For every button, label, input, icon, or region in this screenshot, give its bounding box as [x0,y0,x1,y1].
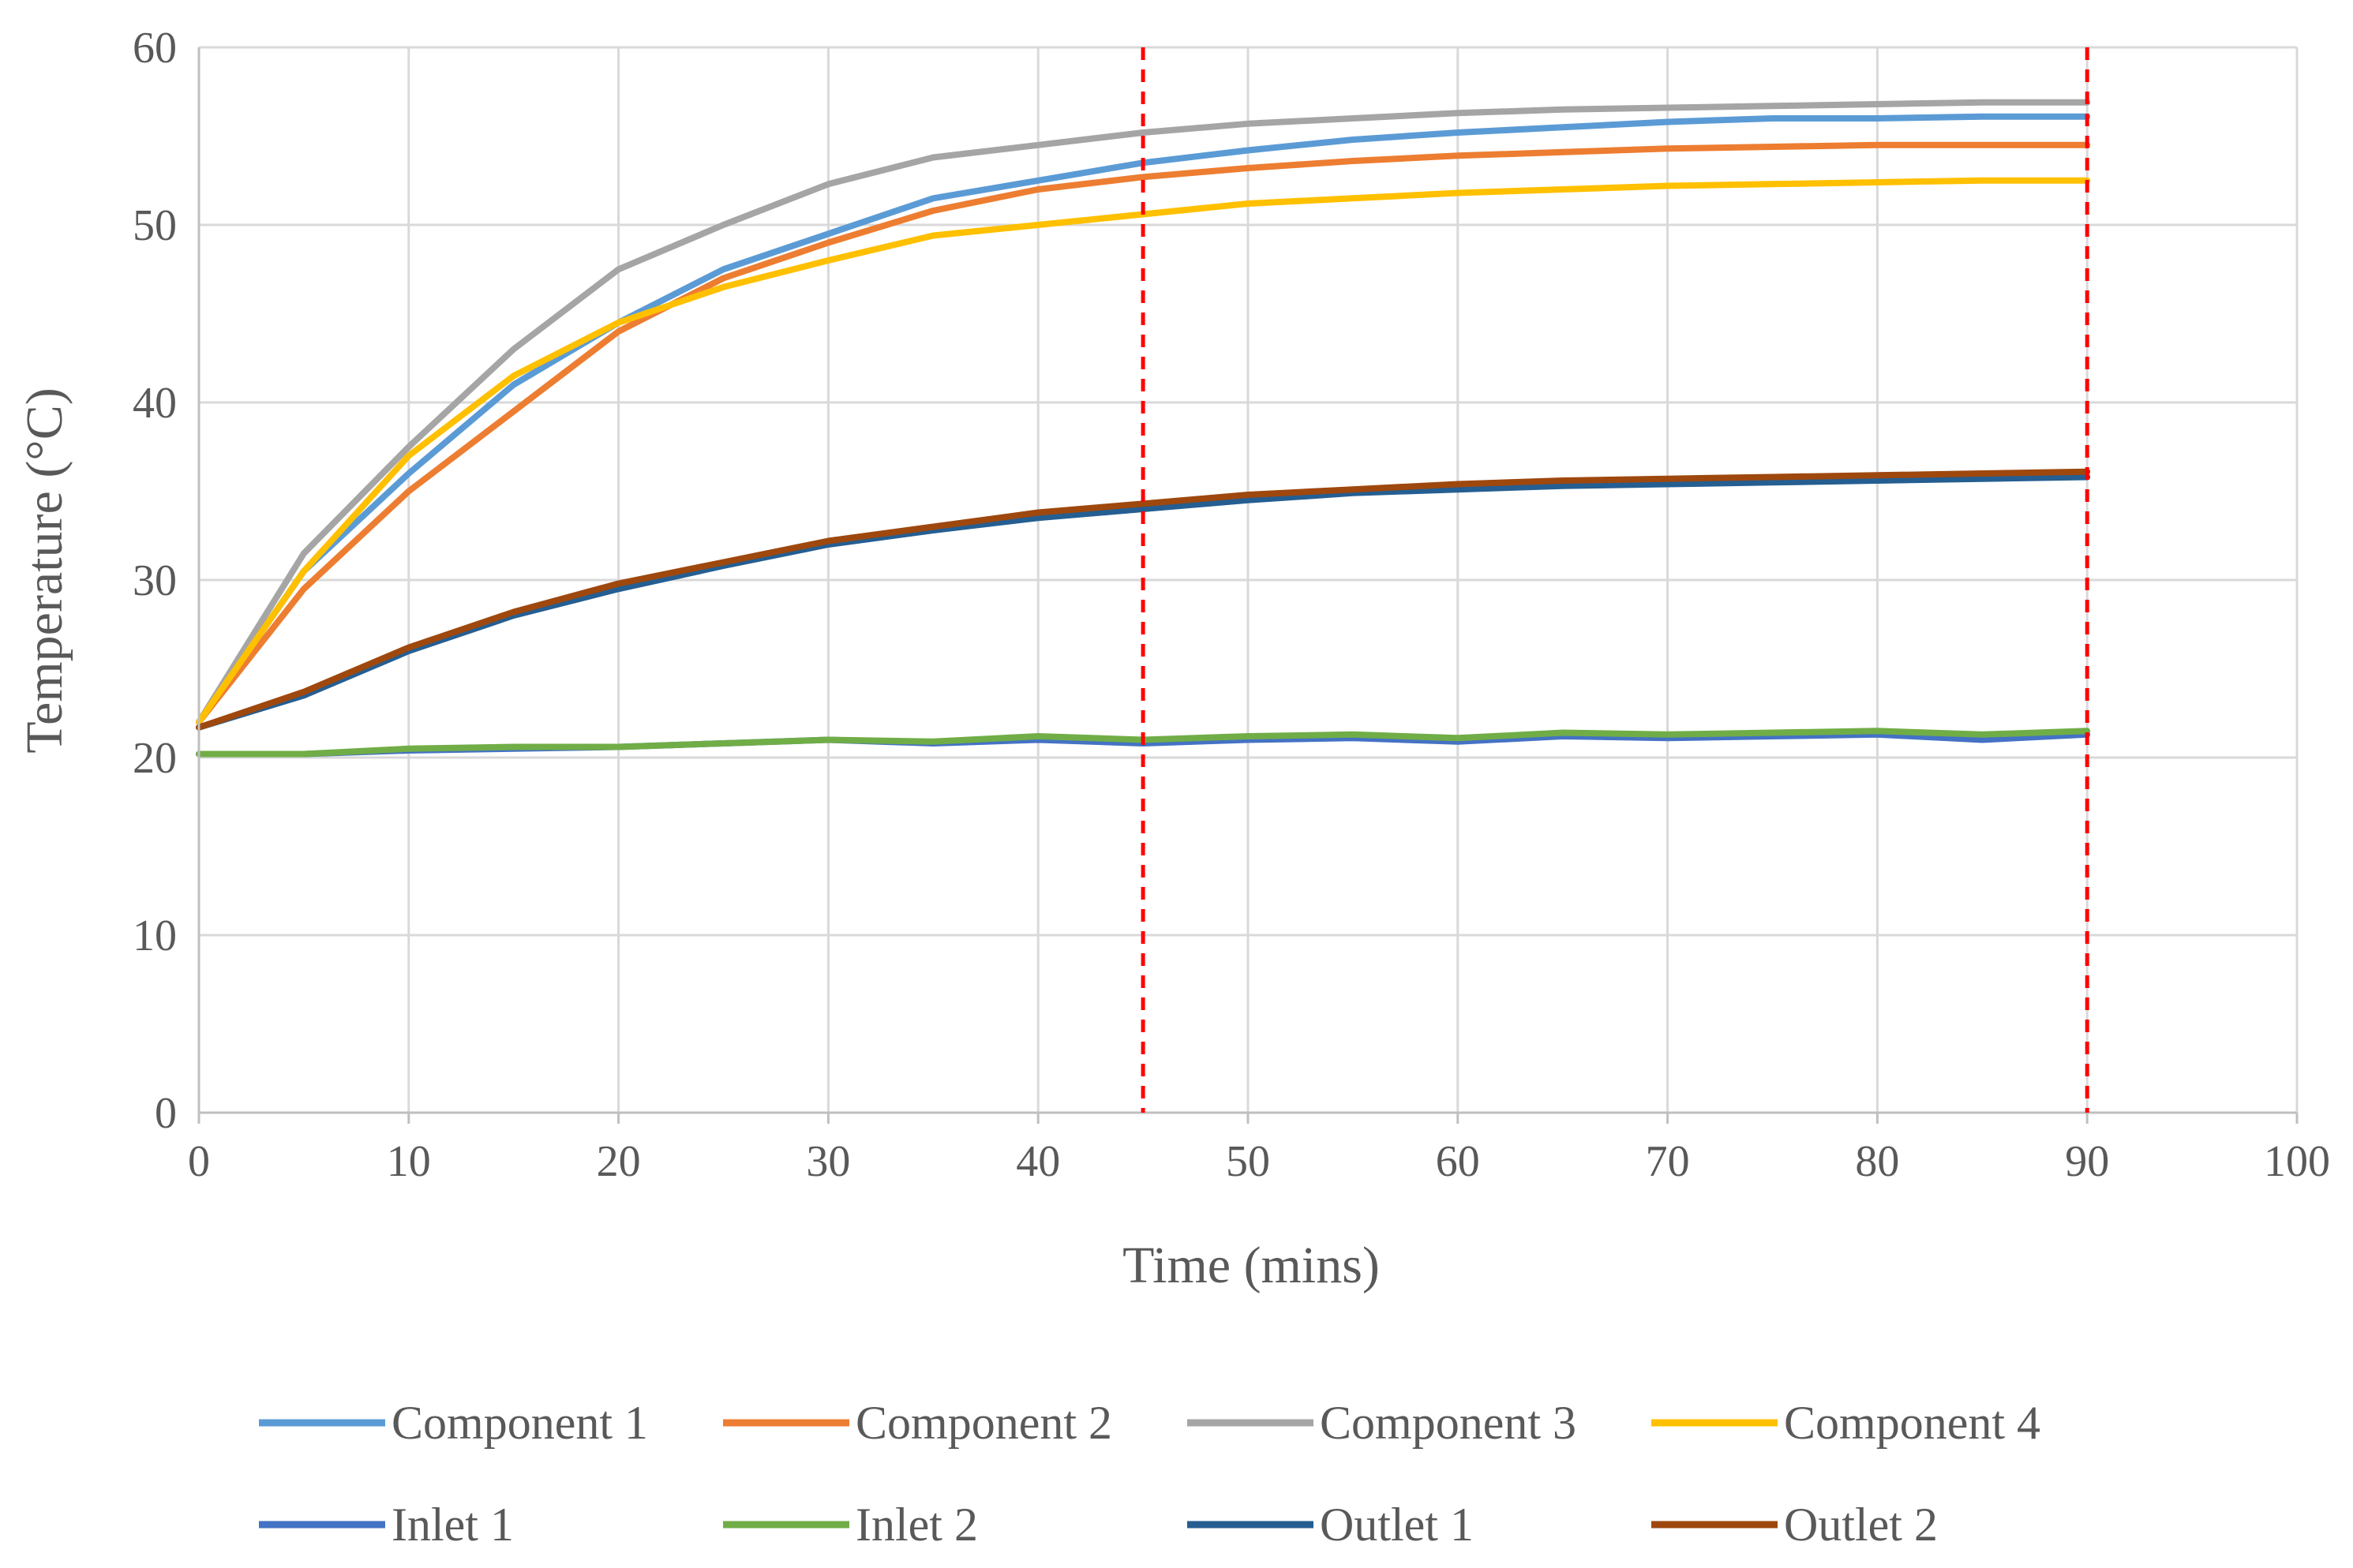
series-line-component-3 [196,99,2091,725]
legend-label: Component 4 [1784,1397,2040,1449]
x-tick-label: 20 [597,1137,641,1186]
tick-labels: 0 10 20 30 40 50 60 0 10 20 30 40 50 60 70 80 90 100 [133,24,2330,1186]
y-tick-label: 0 [155,1089,177,1138]
series-line-outlet-2 [196,468,2091,731]
legend-label: Outlet 2 [1784,1499,1938,1551]
axes [197,47,2299,1124]
y-axis-title: Temperature (°C) [16,387,73,753]
y-tick-label: 50 [133,201,177,250]
legend-label: Outlet 1 [1320,1499,1474,1551]
y-tick-label: 60 [133,24,177,73]
gridlines [199,46,2299,1113]
x-tick-label: 70 [1646,1137,1690,1186]
x-tick-label: 100 [2264,1137,2330,1186]
x-tick-label: 40 [1016,1137,1060,1186]
x-tick-label: 0 [188,1137,210,1186]
x-tick-label: 50 [1226,1137,1270,1186]
legend: Component 1 Component 2 Component 3 Compone… [259,1397,2040,1551]
legend-label: Component 1 [392,1397,648,1449]
x-tick-label: 10 [387,1137,431,1186]
x-tick-label: 80 [1855,1137,1899,1186]
legend-label: Component 2 [856,1397,1112,1449]
x-tick-label: 60 [1436,1137,1480,1186]
x-axis-title: Time (mins) [1122,1237,1380,1294]
legend-label: Component 3 [1320,1397,1576,1449]
y-tick-label: 30 [133,556,177,605]
legend-label: Inlet 1 [392,1499,514,1551]
y-tick-label: 20 [133,734,177,783]
series-line-component-2 [196,141,2091,725]
legend-label: Inlet 2 [856,1499,978,1551]
series-line-outlet-1 [196,473,2091,731]
x-tick-label: 90 [2065,1137,2109,1186]
x-tick-label: 30 [806,1137,850,1186]
y-tick-label: 10 [133,911,177,960]
y-tick-label: 40 [133,379,177,428]
reference-lines [1141,47,2089,1113]
